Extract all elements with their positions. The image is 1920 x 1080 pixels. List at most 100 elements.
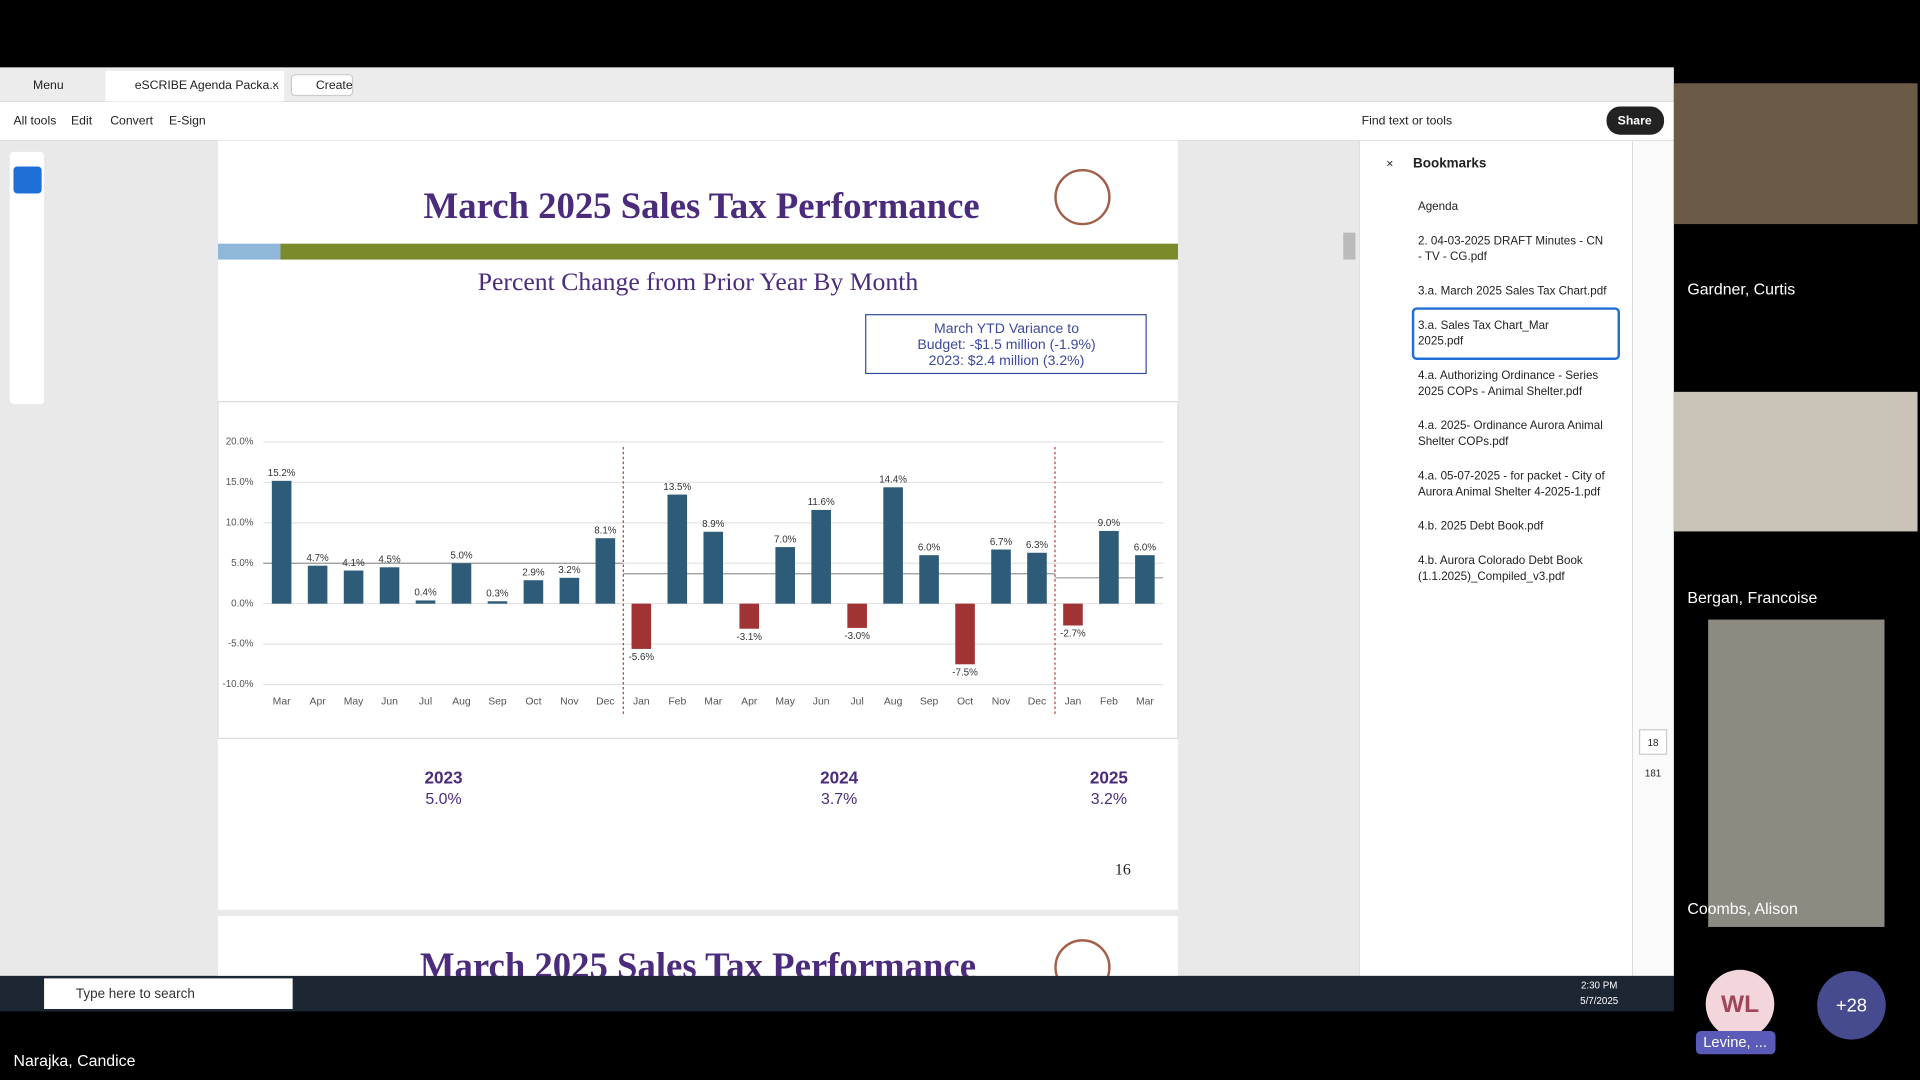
find[interactable]: Find text or tools	[1362, 113, 1452, 127]
value-label: 6.0%	[1134, 542, 1157, 553]
value-label: 6.7%	[990, 537, 1013, 548]
bar	[847, 603, 867, 628]
slide-title: March 2025 Sales Tax Performance	[424, 185, 980, 226]
x-tick-label: Mar	[704, 696, 722, 707]
x-tick-label: Sep	[920, 696, 939, 707]
bar	[379, 567, 400, 604]
bookmark[interactable]: 2025.pdf	[1418, 335, 1464, 348]
band-green	[280, 243, 1178, 260]
value-label: 6.3%	[1026, 540, 1049, 551]
bar	[415, 600, 436, 604]
toolbar-item[interactable]: Edit	[71, 113, 93, 127]
value-label: 13.5%	[663, 482, 691, 493]
value-label: 0.3%	[486, 588, 509, 599]
share-label[interactable]: Share	[1618, 113, 1652, 127]
callout	[865, 314, 1147, 375]
bookmark[interactable]: 3.a. March 2025 Sales Tax Chart.pdf	[1418, 285, 1607, 298]
participant-name: Bergan, Francoise	[1687, 590, 1817, 607]
bookmark[interactable]: - TV - CG.pdf	[1418, 250, 1488, 263]
bar	[811, 509, 831, 604]
clock-time: 2:30 PM	[1581, 980, 1617, 991]
value-label: -3.0%	[844, 631, 870, 642]
bookmark[interactable]: 2025 COPs - Animal Shelter.pdf	[1418, 385, 1583, 398]
bookmark[interactable]: 4.a. Authorizing Ordinance - Series	[1418, 369, 1598, 382]
value-label: 15.2%	[268, 468, 296, 479]
value-label: -3.1%	[736, 632, 762, 643]
bar	[343, 570, 364, 604]
bar	[703, 531, 724, 604]
value-label: 6.0%	[918, 542, 941, 553]
bar	[1135, 555, 1155, 604]
search-placeholder[interactable]: Type here to search	[76, 986, 195, 1001]
value-label: 8.1%	[594, 525, 617, 536]
avatar[interactable]	[1705, 969, 1775, 1039]
x-tick-label: Mar	[1136, 696, 1154, 707]
bookmark[interactable]: 4.a. 2025- Ordinance Aurora Animal	[1418, 419, 1603, 432]
x-tick-label: Jul	[850, 696, 863, 707]
search-box[interactable]	[44, 978, 293, 1009]
x-tick-label: Nov	[992, 696, 1011, 707]
tab[interactable]	[105, 71, 285, 102]
chart-frame	[217, 401, 1179, 739]
bookmark[interactable]: 4.b. Aurora Colorado Debt Book	[1418, 554, 1583, 567]
page-current: 18	[1648, 738, 1659, 749]
menu[interactable]: Menu	[33, 78, 64, 92]
tab-close[interactable]: ×	[272, 78, 279, 92]
value-label: -7.5%	[952, 667, 978, 678]
y-tick-label: 10.0%	[226, 517, 254, 528]
bar	[919, 555, 939, 604]
create-label[interactable]: Create	[316, 78, 353, 92]
value-label: 0.4%	[414, 588, 437, 599]
toolbar-item[interactable]: E-Sign	[169, 113, 206, 127]
bookmark[interactable]: 3.a. Sales Tax Chart_Mar	[1418, 319, 1549, 332]
bookmark-selected	[1411, 307, 1620, 360]
year-average: 3.7%	[821, 791, 857, 808]
logo	[1054, 168, 1111, 226]
bar	[775, 547, 795, 604]
slide-subtitle: Percent Change from Prior Year By Month	[478, 267, 919, 296]
x-tick-label: May	[344, 696, 364, 707]
tab-title[interactable]: eSCRIBE Agenda Packa...	[135, 78, 280, 92]
page-total: 181	[1645, 768, 1661, 779]
x-tick-label: Nov	[560, 696, 579, 707]
page-box[interactable]	[1638, 729, 1668, 755]
x-tick-label: Aug	[452, 696, 471, 707]
bar	[523, 580, 544, 604]
value-label: 8.9%	[702, 519, 725, 530]
x-tick-label: Dec	[1028, 696, 1046, 707]
bookmark[interactable]: Aurora Animal Shelter 4-2025-1.pdf	[1418, 485, 1601, 498]
band-blue	[217, 243, 281, 260]
value-label: 11.6%	[808, 497, 835, 508]
right-rail	[1632, 140, 1674, 976]
select-tool[interactable]	[13, 166, 42, 194]
bar	[1027, 552, 1047, 604]
create-button[interactable]	[290, 74, 354, 97]
bookmark[interactable]: Agenda	[1418, 200, 1459, 213]
share-button[interactable]	[1606, 106, 1665, 135]
bar	[631, 603, 652, 649]
avatar-name: Levine, ...	[1703, 1035, 1767, 1051]
bookmark[interactable]: (1.1.2025)_Compiled_v3.pdf	[1418, 570, 1565, 583]
video-tile	[1673, 391, 1918, 532]
toolbar-item[interactable]: Convert	[110, 113, 153, 127]
value-label: -2.7%	[1060, 629, 1086, 640]
year-label: 2024	[820, 767, 859, 787]
bar	[667, 494, 688, 604]
bookmark[interactable]: 4.b. 2025 Debt Book.pdf	[1418, 520, 1544, 533]
more-participants[interactable]	[1817, 971, 1886, 1040]
x-tick-label: Jan	[633, 696, 650, 707]
toolbar-item[interactable]: All tools	[13, 113, 56, 127]
x-tick-label: Feb	[668, 696, 686, 707]
bookmark[interactable]: 4.a. 05-07-2025 - for packet - City of	[1418, 469, 1606, 482]
more-count: +28	[1836, 994, 1867, 1015]
bookmark[interactable]: 2. 04-03-2025 DRAFT Minutes - CN	[1418, 234, 1603, 247]
avatar-initials: WL	[1721, 991, 1759, 1018]
bookmark[interactable]: Shelter COPs.pdf	[1418, 435, 1509, 448]
toolbar	[0, 101, 1674, 141]
close-bookmarks[interactable]: ×	[1386, 156, 1393, 170]
bar	[991, 549, 1011, 604]
x-tick-label: Jan	[1065, 696, 1082, 707]
scrollbar[interactable]	[1343, 232, 1356, 260]
